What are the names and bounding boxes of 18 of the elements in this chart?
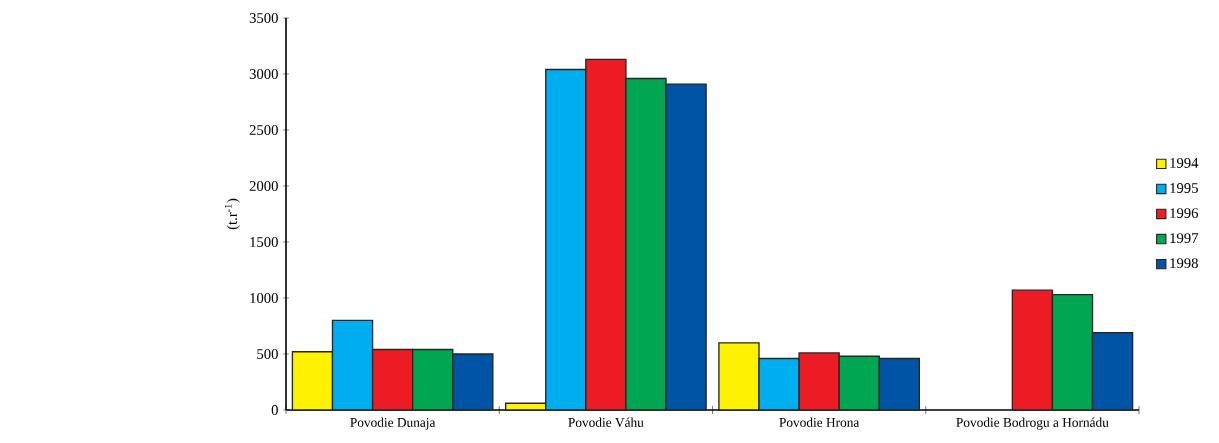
y-tick-label: 3000 bbox=[249, 69, 278, 79]
y-axis-title: (t.r$^{-1}$) bbox=[224, 198, 240, 230]
legend-label: 1996 bbox=[1170, 208, 1199, 218]
x-tick-label: Povodie Váhu bbox=[568, 417, 644, 428]
legend-label: 1998 bbox=[1170, 258, 1198, 269]
y-tick-label: 3500 bbox=[249, 13, 278, 23]
x-tick-label: Povodie Dunaja bbox=[350, 417, 436, 430]
y-tick-label: 2500 bbox=[249, 125, 278, 135]
x-tick-label: Povodie Hrona bbox=[779, 417, 860, 427]
y-tick-label: 500 bbox=[257, 349, 278, 359]
y-tick-label: 1000 bbox=[250, 293, 278, 303]
y-tick-label: 1500 bbox=[250, 237, 278, 247]
legend-label: 1997 bbox=[1170, 233, 1199, 244]
x-tick-label: Povodie Bodrogu a Hornádu bbox=[956, 417, 1109, 430]
legend-label: 1994 bbox=[1170, 158, 1199, 168]
y-tick-label: 0 bbox=[271, 405, 278, 415]
y-tick-label: 2000 bbox=[249, 181, 278, 191]
legend-label: 1995 bbox=[1170, 183, 1198, 193]
